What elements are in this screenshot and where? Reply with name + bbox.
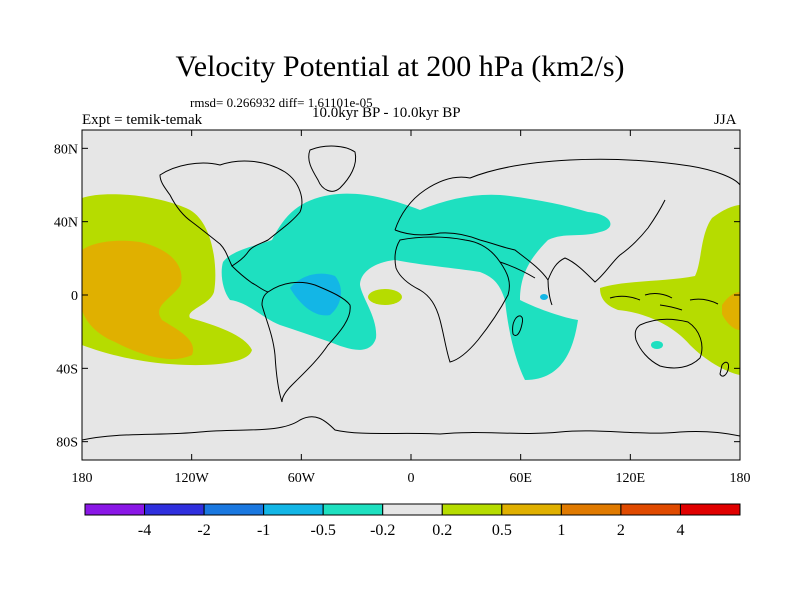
lon-tick-label: 180 — [72, 471, 93, 486]
colorbar-label: -2 — [197, 522, 210, 539]
coastline-central-america — [231, 265, 269, 293]
plot-title: Velocity Potential at 200 hPa (km2/s) — [175, 50, 625, 83]
coastline-south-america — [261, 281, 351, 403]
colorbar-label: 0.2 — [432, 522, 452, 539]
colorbar-swatch — [144, 503, 205, 516]
contour-pos-mid-westpac — [722, 292, 740, 330]
colorbar-label: 1 — [557, 522, 565, 539]
lat-tick-label: 0 — [71, 289, 78, 304]
lon-tick-label: 60W — [288, 471, 316, 486]
colorbar-swatch — [203, 503, 265, 516]
colorbar-swatch — [263, 503, 324, 516]
colorbar-label: 2 — [617, 522, 625, 539]
coastline-north-america — [159, 160, 303, 267]
colorbar-label: -0.2 — [370, 522, 395, 539]
lat-tick-label: 80S — [56, 436, 78, 451]
coastlines — [82, 145, 740, 441]
lon-tick-label: 0 — [408, 471, 415, 486]
coastline-new-zealand — [719, 361, 729, 377]
coastline-indonesia — [609, 293, 719, 311]
rmsd-line: rmsd= 0.266932 diff= 1.61101e-05 — [190, 95, 373, 110]
lon-tick-label: 180 — [730, 471, 751, 486]
coastline-eurasia — [394, 158, 740, 283]
season-label: JJA — [714, 112, 737, 128]
colorbar: -4 -2 -1 -0.5 -0.2 0.2 0.5 1 2 4 — [84, 503, 741, 539]
contour-neg-mid-brazil — [290, 273, 342, 316]
coastline-madagascar — [512, 315, 523, 337]
lon-tick-label: 60E — [509, 471, 532, 486]
lon-tick-label: 120E — [616, 471, 646, 486]
longitude-axis: 180 120W 60W 0 60E 120E 180 — [72, 130, 751, 486]
colorbar-swatch — [84, 503, 146, 516]
lat-tick-label: 80N — [54, 142, 78, 157]
experiment-label: Expt = temik-temak — [82, 112, 203, 128]
colorbar-label: -4 — [138, 522, 151, 539]
colorbar-label: -0.5 — [311, 522, 336, 539]
colorbar-label: -1 — [257, 522, 270, 539]
colorbar-swatch — [560, 503, 622, 516]
colorbar-swatch — [679, 503, 741, 516]
contour-neg-mid-indian — [540, 294, 548, 300]
colorbar-swatch — [441, 503, 503, 516]
contour-pos-weak-westpac — [600, 205, 740, 375]
lat-tick-label: 40N — [54, 216, 78, 231]
latitude-axis: 80N 40N 0 40S 80S — [54, 142, 740, 451]
coastline-africa — [394, 236, 510, 363]
colorbar-swatch — [620, 503, 681, 516]
lon-tick-label: 120W — [175, 471, 210, 486]
contour-pos-weak-atlantic — [368, 289, 402, 305]
lat-tick-label: 40S — [56, 362, 78, 377]
colorbar-label: 4 — [676, 522, 684, 539]
colorbar-label: 0.5 — [492, 522, 512, 539]
coastline-antarctica — [82, 416, 740, 441]
coastline-greenland — [308, 145, 357, 192]
colorbar-swatch — [322, 503, 384, 516]
coastline-arabia-india — [499, 261, 553, 306]
colorbar-swatch — [501, 503, 562, 516]
period-label: 10.0kyr BP - 10.0kyr BP — [312, 105, 461, 121]
coastline-australia — [634, 318, 703, 369]
colorbar-swatch — [382, 503, 443, 516]
contour-pos-mid-pacific — [82, 240, 194, 360]
contour-neg-weak-australia — [651, 341, 663, 349]
